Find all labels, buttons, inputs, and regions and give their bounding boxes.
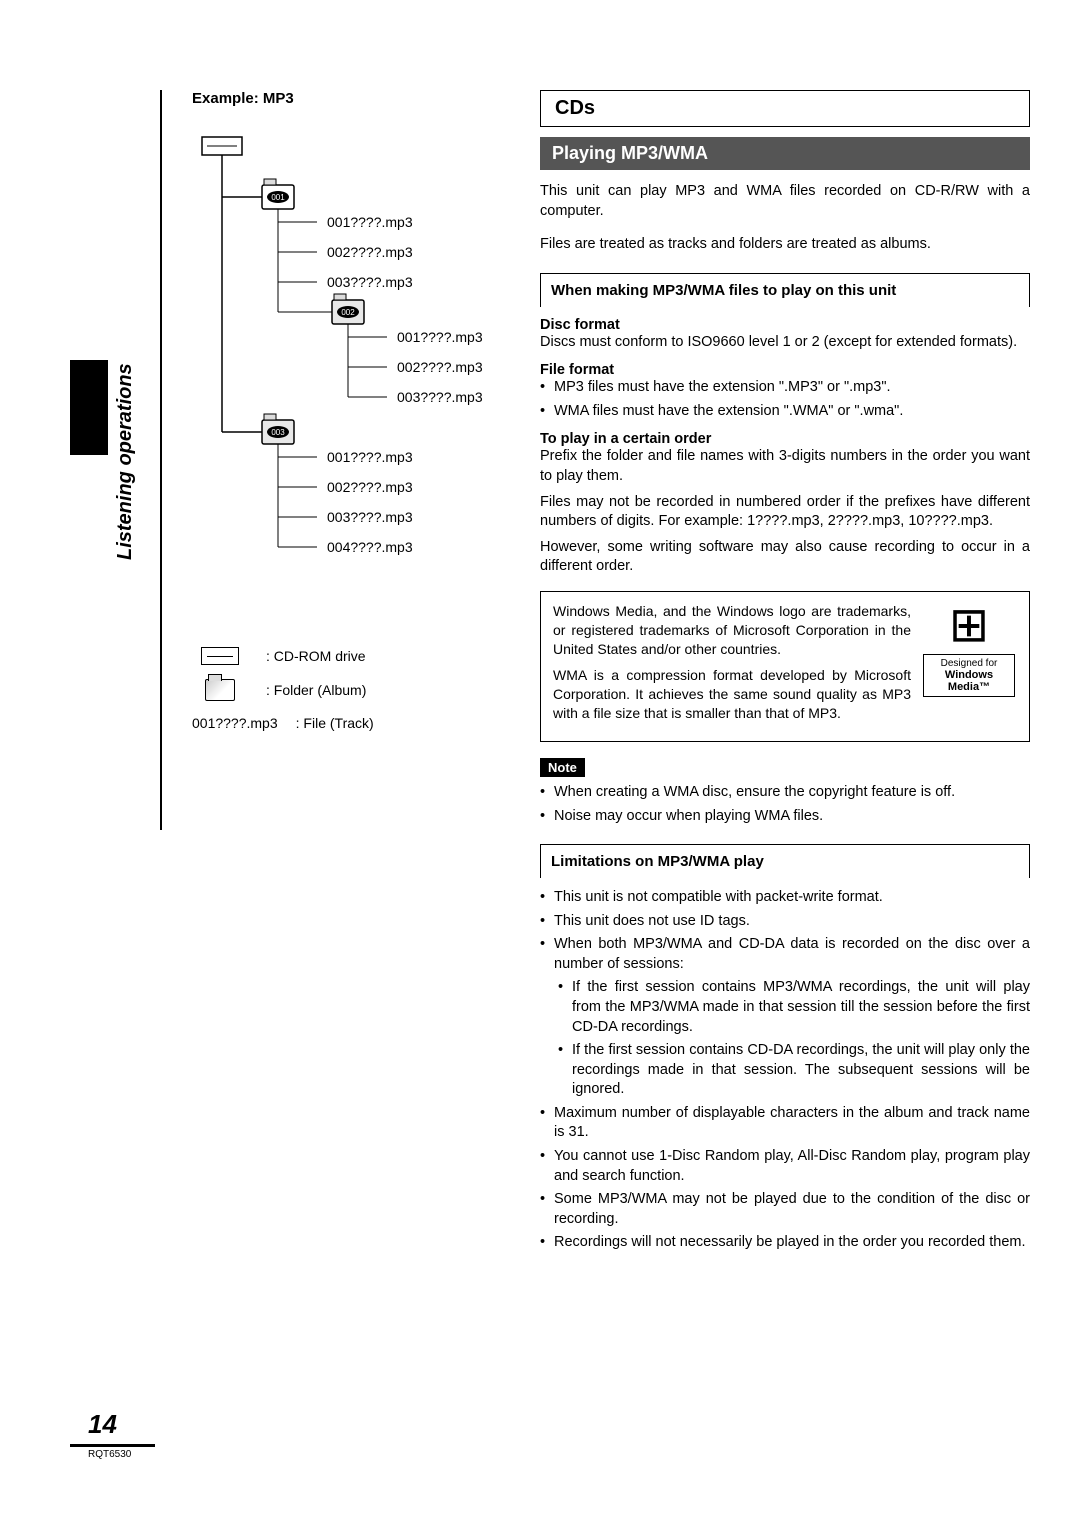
limitation-bullet: Some MP3/WMA may not be played due to th…	[540, 1190, 1030, 1229]
intro-text-1: This unit can play MP3 and WMA files rec…	[540, 182, 1030, 221]
infobox-p1: Windows Media, and the Windows logo are …	[553, 602, 911, 659]
note-bullet: Noise may occur when playing WMA files.	[540, 807, 1030, 827]
windows-logo-icon: ⊞	[949, 602, 989, 650]
legend-cdrom-label: : CD-ROM drive	[266, 648, 366, 664]
play-order-p3: However, some writing software may also …	[540, 538, 1030, 577]
designed-for-label: Designed for	[928, 658, 1010, 669]
infobox-p2: WMA is a compression format developed by…	[553, 666, 911, 723]
file-format-head: File format	[540, 362, 1030, 378]
intro-text-2: Files are treated as tracks and folders …	[540, 235, 1030, 255]
svg-text:003????.mp3: 003????.mp3	[327, 509, 413, 525]
windows-media-info-box: Windows Media, and the Windows logo are …	[540, 591, 1030, 742]
page-number-box: 14 RQT6530	[70, 1407, 155, 1460]
limitation-nested-bullet: If the first session contains MP3/WMA re…	[558, 978, 1030, 1037]
left-column: Example: MP3 001 001????.mp3 002????.mp3…	[160, 90, 540, 830]
file-format-bullet: MP3 files must have the extension ".MP3"…	[540, 378, 1030, 398]
note-tag: Note	[540, 758, 585, 777]
limitation-nested-bullet: If the first session contains CD-DA reco…	[558, 1041, 1030, 1100]
legend-file-name: 001????.mp3	[192, 715, 278, 731]
disc-format-body: Discs must conform to ISO9660 level 1 or…	[540, 333, 1030, 353]
svg-text:001????.mp3: 001????.mp3	[327, 214, 413, 230]
svg-text:002: 002	[341, 308, 355, 317]
limitation-bullet: This unit does not use ID tags.	[540, 912, 1030, 932]
legend: : CD-ROM drive : Folder (Album) 001????.…	[192, 647, 540, 731]
svg-text:001????.mp3: 001????.mp3	[397, 329, 483, 345]
side-section-label: Listening operations	[114, 363, 137, 560]
svg-text:004????.mp3: 004????.mp3	[327, 539, 413, 555]
svg-text:001: 001	[271, 193, 285, 202]
svg-text:003????.mp3: 003????.mp3	[327, 274, 413, 290]
play-order-p2: Files may not be recorded in numbered or…	[540, 493, 1030, 532]
svg-text:003: 003	[271, 428, 285, 437]
subsection-limitations: Limitations on MP3/WMA play	[540, 844, 1030, 878]
document-id: RQT6530	[88, 1449, 155, 1460]
file-format-bullet: WMA files must have the extension ".WMA"…	[540, 402, 1030, 422]
legend-file-label: : File (Track)	[296, 715, 374, 731]
note-bullet: When creating a WMA disc, ensure the cop…	[540, 783, 1030, 803]
legend-folder-label: : Folder (Album)	[266, 682, 366, 698]
windows-media-label: Windows Media™	[928, 669, 1010, 693]
section-bar: Playing MP3/WMA	[540, 137, 1030, 170]
limitation-bullet: When both MP3/WMA and CD-DA data is reco…	[540, 935, 1030, 974]
section-title: CDs	[540, 90, 1030, 127]
limitation-bullet: You cannot use 1-Disc Random play, All-D…	[540, 1147, 1030, 1186]
svg-text:003????.mp3: 003????.mp3	[397, 389, 483, 405]
limitation-bullet: Maximum number of displayable characters…	[540, 1104, 1030, 1143]
svg-text:002????.mp3: 002????.mp3	[327, 244, 413, 260]
cdrom-icon	[201, 647, 239, 665]
play-order-p1: Prefix the folder and file names with 3-…	[540, 447, 1030, 486]
limitation-bullet: This unit is not compatible with packet-…	[540, 888, 1030, 908]
example-label: Example: MP3	[192, 90, 540, 107]
page-number: 14	[88, 1409, 117, 1439]
play-order-head: To play in a certain order	[540, 431, 1030, 447]
disc-format-head: Disc format	[540, 317, 1030, 333]
designed-for-box: Designed for Windows Media™	[923, 654, 1015, 697]
folder-tree-diagram: 001 001????.mp3 002????.mp3 003????.mp3 …	[192, 127, 542, 607]
right-column: CDs Playing MP3/WMA This unit can play M…	[540, 90, 1030, 1257]
limitation-bullet: Recordings will not necessarily be playe…	[540, 1233, 1030, 1253]
svg-text:002????.mp3: 002????.mp3	[327, 479, 413, 495]
side-black-tab	[70, 360, 108, 455]
folder-icon	[205, 679, 235, 701]
svg-text:002????.mp3: 002????.mp3	[397, 359, 483, 375]
subsection-making-files: When making MP3/WMA files to play on thi…	[540, 273, 1030, 307]
svg-text:001????.mp3: 001????.mp3	[327, 449, 413, 465]
